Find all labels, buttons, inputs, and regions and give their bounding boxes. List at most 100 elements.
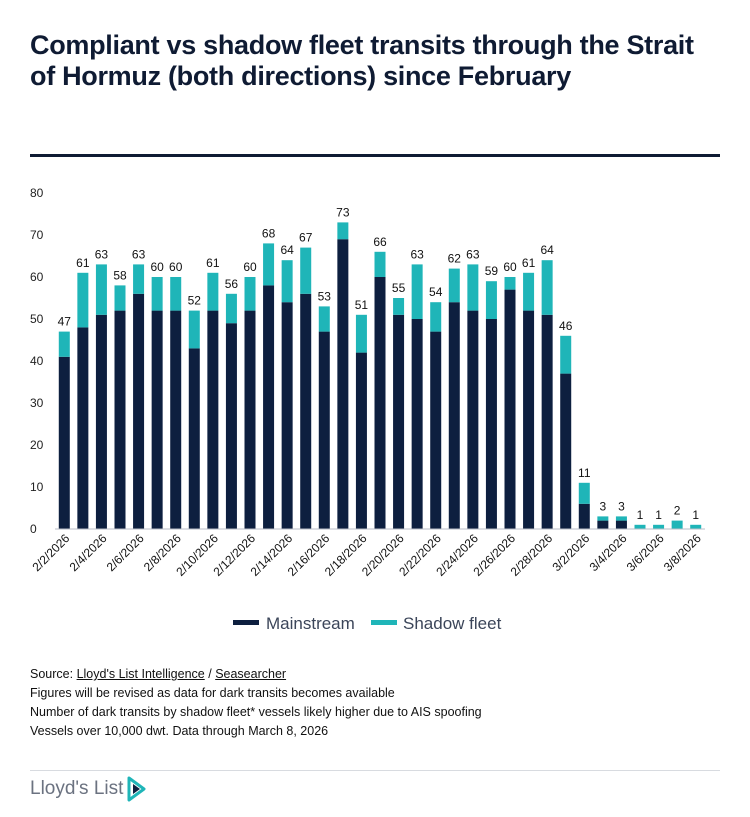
bar-mainstream[interactable] — [151, 310, 163, 529]
y-tick-label: 80 — [30, 186, 44, 200]
bar-mainstream[interactable] — [77, 327, 89, 529]
data-label: 64 — [280, 243, 294, 257]
data-label: 53 — [318, 289, 332, 303]
data-label: 63 — [95, 247, 109, 261]
legend-label-mainstream: Mainstream — [266, 614, 355, 633]
x-tick-label: 2/4/2026 — [67, 531, 110, 574]
bar-mainstream[interactable] — [393, 314, 405, 529]
bar-shadow-fleet[interactable] — [523, 272, 535, 311]
bar-shadow-fleet[interactable] — [393, 298, 405, 315]
bar-mainstream[interactable] — [485, 319, 497, 529]
note-spoofing: Number of dark transits by shadow fleet*… — [30, 705, 482, 719]
bar-shadow-fleet[interactable] — [597, 516, 609, 521]
bar-mainstream[interactable] — [448, 302, 460, 529]
bar-mainstream[interactable] — [225, 323, 237, 529]
bar-shadow-fleet[interactable] — [448, 268, 460, 303]
bar-shadow-fleet[interactable] — [300, 247, 312, 294]
bar-mainstream[interactable] — [337, 239, 349, 529]
source-link-seasearcher[interactable]: Seasearcher — [215, 667, 287, 681]
data-label: 68 — [262, 226, 276, 240]
data-labels: 47 61 63 58 63 60 60 52 61 56 60 68 64 67 53 73 51 66 55 63… — [58, 205, 700, 521]
bar-mainstream[interactable] — [411, 319, 423, 529]
bar-shadow-fleet[interactable] — [281, 260, 293, 303]
bar-shadow-fleet[interactable] — [207, 272, 219, 311]
legend[interactable]: Mainstream Shadow fleet — [233, 614, 502, 633]
bar-shadow-fleet[interactable] — [504, 277, 516, 290]
data-label: 64 — [540, 243, 554, 257]
bar-mainstream[interactable] — [263, 285, 275, 529]
bar-shadow-fleet[interactable] — [263, 243, 275, 286]
bar-shadow-fleet[interactable] — [541, 260, 553, 315]
bar-mainstream[interactable] — [188, 348, 200, 529]
bar-shadow-fleet[interactable] — [634, 524, 646, 529]
bar-shadow-fleet[interactable] — [653, 524, 665, 529]
bar-shadow-fleet[interactable] — [615, 516, 627, 521]
bar-mainstream[interactable] — [504, 289, 516, 529]
bar-shadow-fleet[interactable] — [467, 264, 479, 311]
bar-shadow-fleet[interactable] — [374, 251, 386, 277]
data-label: 60 — [503, 260, 517, 274]
bar-shadow-fleet[interactable] — [170, 277, 182, 311]
bar-mainstream[interactable] — [467, 310, 479, 529]
bar-shadow-fleet[interactable] — [225, 293, 237, 324]
source-separator: / — [208, 667, 212, 681]
bar-shadow-fleet[interactable] — [337, 222, 349, 240]
logo-text: Lloyd's List — [30, 778, 124, 799]
bar-shadow-fleet[interactable] — [411, 264, 423, 319]
source-link-lloyds-list-intelligence[interactable]: Lloyd's List Intelligence — [76, 667, 205, 681]
x-tick-label: 3/4/2026 — [587, 531, 630, 574]
bar-mainstream[interactable] — [541, 314, 553, 529]
data-label: 73 — [336, 205, 350, 219]
bar-mainstream[interactable] — [430, 331, 442, 529]
bar-shadow-fleet[interactable] — [560, 335, 572, 374]
bar-shadow-fleet[interactable] — [578, 482, 590, 504]
bar-shadow-fleet[interactable] — [151, 277, 163, 311]
note-revision: Figures will be revised as data for dark… — [30, 686, 395, 700]
bar-shadow-fleet[interactable] — [244, 277, 256, 311]
bar-mainstream[interactable] — [318, 331, 330, 529]
bar-shadow-fleet[interactable] — [133, 264, 145, 294]
data-label: 61 — [76, 256, 90, 270]
bar-shadow-fleet[interactable] — [77, 272, 89, 328]
lloyds-list-logo[interactable]: Lloyd's List — [30, 776, 147, 802]
bar-shadow-fleet[interactable] — [58, 331, 70, 357]
bar-mainstream[interactable] — [95, 314, 107, 529]
bar-mainstream[interactable] — [578, 503, 590, 529]
bar-mainstream[interactable] — [114, 310, 126, 529]
bar-mainstream[interactable] — [560, 373, 572, 529]
bar-mainstream[interactable] — [170, 310, 182, 529]
bar-shadow-fleet[interactable] — [690, 524, 702, 529]
bar-shadow-fleet[interactable] — [114, 285, 126, 311]
bar-mainstream[interactable] — [523, 310, 535, 529]
bar-shadow-fleet[interactable] — [188, 310, 200, 349]
bar-shadow-fleet[interactable] — [355, 314, 367, 353]
bar-mainstream[interactable] — [355, 352, 367, 529]
source-line: Source: Lloyd's List Intelligence / Seas… — [30, 665, 482, 684]
data-label: 11 — [578, 466, 591, 480]
bar-mainstream[interactable] — [597, 520, 609, 529]
bar-shadow-fleet[interactable] — [671, 520, 683, 529]
bar-mainstream[interactable] — [300, 293, 312, 529]
bar-shadow-fleet[interactable] — [485, 281, 497, 319]
data-label: 1 — [637, 508, 644, 522]
bar-mainstream[interactable] — [207, 310, 219, 529]
bar-shadow-fleet[interactable] — [95, 264, 107, 315]
data-label: 63 — [410, 247, 424, 261]
data-label: 67 — [299, 231, 313, 245]
bar-shadow-fleet[interactable] — [430, 302, 442, 332]
bar-mainstream[interactable] — [244, 310, 256, 529]
y-tick-label: 0 — [30, 522, 37, 536]
bar-mainstream[interactable] — [615, 520, 627, 529]
data-label: 61 — [206, 256, 220, 270]
bar-mainstream[interactable] — [281, 302, 293, 529]
data-label: 58 — [113, 268, 127, 282]
data-label: 47 — [58, 315, 72, 329]
y-tick-label: 50 — [30, 312, 44, 326]
data-label: 61 — [522, 256, 536, 270]
bar-mainstream[interactable] — [374, 277, 386, 529]
y-tick-label: 60 — [30, 270, 44, 284]
bar-mainstream[interactable] — [58, 356, 70, 529]
bar-shadow-fleet[interactable] — [318, 306, 330, 332]
data-label: 62 — [448, 252, 462, 266]
bar-mainstream[interactable] — [133, 293, 145, 529]
